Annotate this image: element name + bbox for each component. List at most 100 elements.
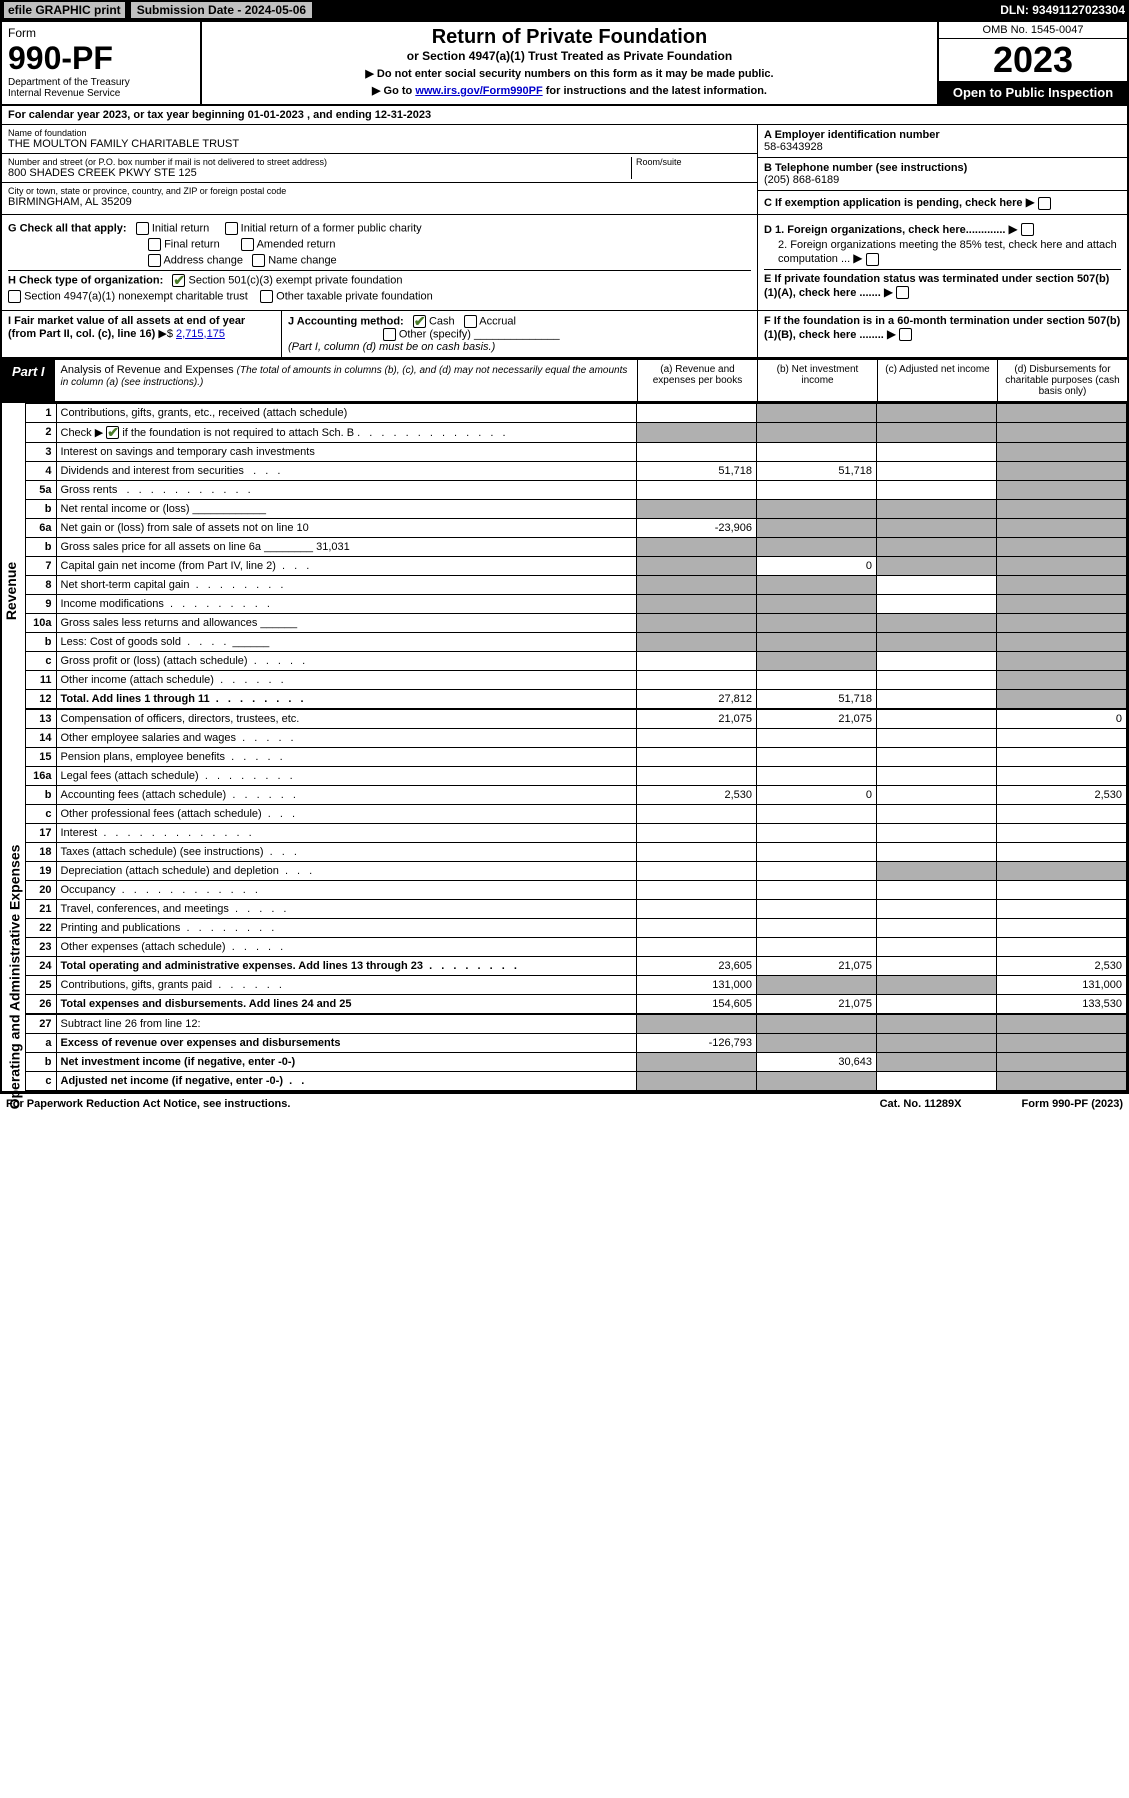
row-27: Subtract line 26 from line 12: <box>56 1015 637 1034</box>
schB-chk[interactable] <box>106 426 119 439</box>
col-b-hdr: (b) Net investment income <box>757 360 877 401</box>
h-other-chk[interactable] <box>260 290 273 303</box>
row-16a: Legal fees (attach schedule) . . . . . .… <box>56 767 637 786</box>
row-5a: Gross rents . . . . . . . . . . . <box>56 481 637 500</box>
row-7: Capital gain net income (from Part IV, l… <box>56 557 637 576</box>
d1-label: D 1. Foreign organizations, check here..… <box>764 224 1005 236</box>
row-26: Total expenses and disbursements. Add li… <box>56 995 637 1014</box>
f-label: F If the foundation is in a 60-month ter… <box>764 315 1120 341</box>
e-label: E If private foundation status was termi… <box>764 273 1109 299</box>
g-amended-chk[interactable] <box>241 238 254 251</box>
form-header: Form 990-PF Department of the Treasury I… <box>2 22 1127 106</box>
revenue-side-label: Revenue <box>2 403 26 710</box>
col-d-hdr: (d) Disbursements for charitable purpose… <box>997 360 1127 401</box>
ein-value: 58-6343928 <box>764 141 1121 153</box>
row-8: Net short-term capital gain . . . . . . … <box>56 576 637 595</box>
addr-label: Number and street (or P.O. box number if… <box>8 157 631 167</box>
row-3: Interest on savings and temporary cash i… <box>56 443 637 462</box>
row-6a: Net gain or (loss) from sale of assets n… <box>56 519 637 538</box>
d2-chk[interactable] <box>866 253 879 266</box>
calendar-year-row: For calendar year 2023, or tax year begi… <box>2 106 1127 125</box>
row-27c: Adjusted net income (if negative, enter … <box>56 1072 637 1091</box>
form-title: Return of Private Foundation <box>210 26 929 49</box>
ein-label: A Employer identification number <box>764 129 1121 141</box>
name-label: Name of foundation <box>8 128 751 138</box>
c-label: C If exemption application is pending, c… <box>764 197 1023 209</box>
row-2: Check ▶ if the foundation is not require… <box>56 422 637 443</box>
h-label: H Check type of organization: <box>8 274 163 286</box>
g-initial-public-chk[interactable] <box>225 222 238 235</box>
j-label: J Accounting method: <box>288 315 404 327</box>
col-a-hdr: (a) Revenue and expenses per books <box>637 360 757 401</box>
j-cash-chk[interactable] <box>413 315 426 328</box>
j-note: (Part I, column (d) must be on cash basi… <box>288 341 495 353</box>
j-accrual-chk[interactable] <box>464 315 477 328</box>
omb-number: OMB No. 1545-0047 <box>939 22 1127 39</box>
form-container: Form 990-PF Department of the Treasury I… <box>0 20 1129 1093</box>
row-16c: Other professional fees (attach schedule… <box>56 805 637 824</box>
e-chk[interactable] <box>896 286 909 299</box>
top-bar: efile GRAPHIC print Submission Date - 20… <box>0 0 1129 20</box>
row-27a: Excess of revenue over expenses and disb… <box>56 1034 637 1053</box>
col-c-hdr: (c) Adjusted net income <box>877 360 997 401</box>
row-11: Other income (attach schedule) . . . . .… <box>56 671 637 690</box>
row-23: Other expenses (attach schedule) . . . .… <box>56 938 637 957</box>
expenses-section: Operating and Administrative Expenses 13… <box>2 709 1127 1014</box>
g-final-chk[interactable] <box>148 238 161 251</box>
d1-chk[interactable] <box>1021 223 1034 236</box>
h-501c3-chk[interactable] <box>172 274 185 287</box>
row-10c: Gross profit or (loss) (attach schedule)… <box>56 652 637 671</box>
row-10a: Gross sales less returns and allowances … <box>56 614 637 633</box>
footer-right: Form 990-PF (2023) <box>1022 1098 1123 1110</box>
part1-tab: Part I <box>2 360 55 401</box>
f-chk[interactable] <box>899 328 912 341</box>
row-16b: Accounting fees (attach schedule) . . . … <box>56 786 637 805</box>
goto-note: ▶ Go to www.irs.gov/Form990PF for instru… <box>210 84 929 97</box>
row-21: Travel, conferences, and meetings . . . … <box>56 900 637 919</box>
j-other-chk[interactable] <box>383 328 396 341</box>
dln: DLN: 93491127023304 <box>1000 3 1125 17</box>
phone-value: (205) 868-6189 <box>764 174 1121 186</box>
tax-year: 2023 <box>939 39 1127 81</box>
city-label: City or town, state or province, country… <box>8 186 751 196</box>
row-25: Contributions, gifts, grants paid . . . … <box>56 976 637 995</box>
g-label: G Check all that apply: <box>8 222 127 234</box>
page-footer: For Paperwork Reduction Act Notice, see … <box>0 1093 1129 1114</box>
part1-title: Analysis of Revenue and Expenses <box>61 364 234 376</box>
row-24: Total operating and administrative expen… <box>56 957 637 976</box>
ssn-note: ▶ Do not enter social security numbers o… <box>210 67 929 80</box>
expenses-side-label: Operating and Administrative Expenses <box>2 709 26 1014</box>
g-name-chk[interactable] <box>252 254 265 267</box>
ijf-row: I Fair market value of all assets at end… <box>2 310 1127 358</box>
row-18: Taxes (attach schedule) (see instruction… <box>56 843 637 862</box>
phone-label: B Telephone number (see instructions) <box>764 162 1121 174</box>
row27-section: 27Subtract line 26 from line 12: aExcess… <box>2 1014 1127 1091</box>
fmv-link[interactable]: 2,715,175 <box>176 328 225 340</box>
row-13: Compensation of officers, directors, tru… <box>56 710 637 729</box>
irs-label: Internal Revenue Service <box>8 88 194 99</box>
d2-label: 2. Foreign organizations meeting the 85%… <box>778 239 1117 265</box>
efile-badge: efile GRAPHIC print <box>4 2 125 18</box>
row-27b: Net investment income (if negative, ente… <box>56 1053 637 1072</box>
row-10b: Less: Cost of goods sold . . . . ______ <box>56 633 637 652</box>
form-number: 990-PF <box>8 40 194 77</box>
row-12: Total. Add lines 1 through 11 . . . . . … <box>56 690 637 709</box>
revenue-section: Revenue 1Contributions, gifts, grants, e… <box>2 403 1127 710</box>
g-addr-chk[interactable] <box>148 254 161 267</box>
open-inspection: Open to Public Inspection <box>939 81 1127 104</box>
row-5b: Net rental income or (loss) ____________ <box>56 500 637 519</box>
g-initial-chk[interactable] <box>136 222 149 235</box>
c-checkbox[interactable] <box>1038 197 1051 210</box>
h-4947-chk[interactable] <box>8 290 21 303</box>
form-subtitle: or Section 4947(a)(1) Trust Treated as P… <box>210 49 929 63</box>
footer-catno: Cat. No. 11289X <box>880 1098 962 1110</box>
part1-header: Part I Analysis of Revenue and Expenses … <box>2 358 1127 403</box>
row-9: Income modifications . . . . . . . . . <box>56 595 637 614</box>
row-1: Contributions, gifts, grants, etc., rece… <box>56 403 637 422</box>
footer-left: For Paperwork Reduction Act Notice, see … <box>6 1098 290 1110</box>
city: BIRMINGHAM, AL 35209 <box>8 196 751 208</box>
row-17: Interest . . . . . . . . . . . . . <box>56 824 637 843</box>
irs-link[interactable]: www.irs.gov/Form990PF <box>415 85 542 97</box>
row-6b: Gross sales price for all assets on line… <box>56 538 637 557</box>
submission-date: Submission Date - 2024-05-06 <box>131 2 312 18</box>
